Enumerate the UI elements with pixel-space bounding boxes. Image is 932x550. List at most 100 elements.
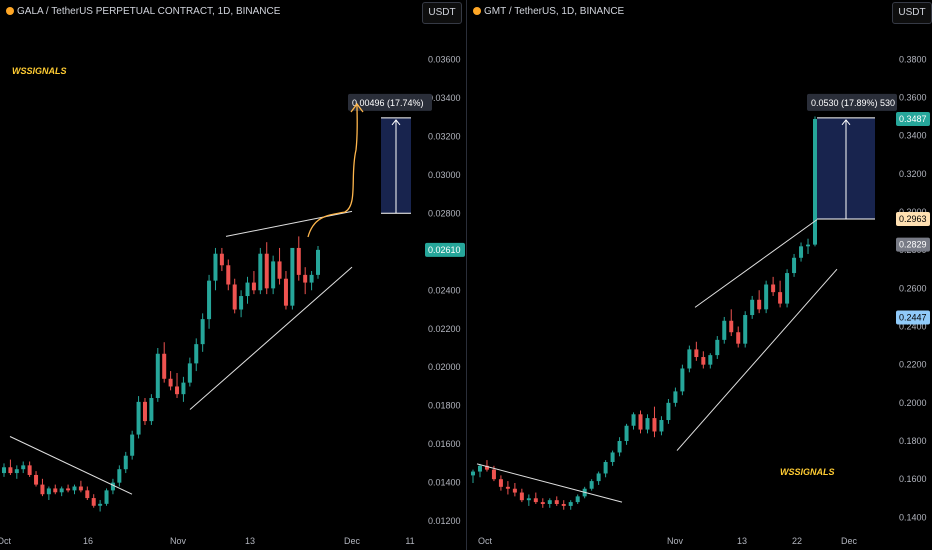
currency-button[interactable]: USDT: [422, 2, 462, 24]
price-tag-label: 0.2963: [899, 214, 927, 224]
candle-body: [589, 481, 594, 489]
candle-body: [512, 488, 517, 493]
candle-body: [72, 486, 77, 491]
candle-body: [117, 469, 122, 483]
trend-line: [676, 268, 838, 451]
candle-body: [652, 418, 657, 432]
candle-body: [78, 486, 83, 491]
candle-body: [110, 482, 115, 491]
candle-body: [59, 488, 64, 493]
price-tag-label: 0.2829: [899, 240, 927, 250]
y-tick-label: 0.01600: [428, 439, 461, 449]
y-tick-label: 0.02000: [428, 362, 461, 372]
trend-line: [189, 266, 353, 410]
y-tick-label: 0.3800: [899, 54, 927, 64]
projection-curve: [307, 103, 358, 238]
y-tick-label: 0.2000: [899, 398, 927, 408]
candle-body: [722, 320, 727, 340]
y-tick-label: 0.03200: [428, 131, 461, 141]
candle-body: [162, 353, 167, 379]
candle-body: [187, 363, 192, 383]
candle-body: [471, 471, 475, 476]
gala-chart-panel[interactable]: 0.03600 0.03400 0.03200 0.03000 0.02800 0.026…: [0, 0, 466, 550]
candle-body: [771, 284, 776, 293]
measure-arrow-head: [391, 119, 401, 126]
candle-body: [142, 401, 147, 422]
measure-label-bg: [348, 93, 432, 111]
y-tick-label: 0.01800: [428, 401, 461, 411]
x-tick-label: Oct: [478, 536, 493, 546]
y-tick-label: 0.03600: [428, 54, 461, 64]
candle-body: [251, 282, 256, 291]
chart-title-text: GALA / TetherUS PERPETUAL CONTRACT, 1D, …: [17, 6, 281, 17]
candle-body: [14, 469, 19, 474]
price-tag: [896, 237, 930, 252]
candle-body: [505, 486, 510, 489]
gmt-chart-canvas[interactable]: 0.38000.36000.34000.32000.30000.28000.26…: [467, 0, 932, 550]
candle-body: [477, 465, 482, 472]
candle-body: [277, 261, 282, 279]
y-tick-label: 0.3200: [899, 169, 927, 179]
candle-body: [91, 498, 96, 506]
candle-body: [547, 500, 552, 505]
x-tick-label: Dec: [841, 536, 858, 546]
candle-body: [736, 332, 741, 344]
price-tag: [896, 212, 930, 227]
y-tick-label: 0.02800: [428, 208, 461, 218]
candle-body: [155, 353, 160, 399]
gala-chart-canvas[interactable]: 0.03600 0.03400 0.03200 0.03000 0.02800 0.026…: [0, 0, 466, 550]
chart-title: GALA / TetherUS PERPETUAL CONTRACT, 1D, …: [6, 6, 280, 17]
candle-body: [484, 465, 489, 470]
candle-body: [232, 284, 237, 310]
price-tag: [896, 112, 930, 127]
candle-body: [53, 488, 58, 493]
trend-line: [694, 219, 818, 308]
measure-label: 0.0530 (17.89%) 530: [811, 98, 895, 108]
currency-button[interactable]: USDT: [892, 2, 932, 24]
price-tag: [425, 242, 465, 257]
candle-body: [316, 249, 320, 275]
trend-line: [225, 210, 353, 237]
candle-body: [799, 246, 804, 258]
candle-body: [715, 339, 720, 356]
candle-body: [519, 492, 524, 501]
gmt-chart-panel[interactable]: 0.38000.36000.34000.32000.30000.28000.26…: [467, 0, 932, 550]
candle-body: [645, 418, 650, 430]
candle-body: [40, 484, 45, 495]
candle-body: [309, 274, 314, 283]
x-tick-label: 11: [405, 536, 414, 546]
candle-body: [98, 503, 103, 506]
candle-body: [85, 490, 90, 499]
y-tick-label: 0.2600: [899, 283, 927, 293]
x-tick-label: Dec: [344, 536, 361, 546]
x-tick-label: 16: [83, 536, 93, 546]
chart-title: GMT / TetherUS, 1D, BINANCE: [473, 6, 624, 17]
candle-body: [729, 320, 734, 333]
price-tag-label: 0.2447: [899, 313, 927, 323]
candle-body: [136, 401, 141, 435]
candle-body: [701, 357, 706, 365]
x-tick-label: 13: [737, 536, 747, 546]
y-tick-label: 0.3400: [899, 131, 927, 141]
candle-body: [631, 414, 636, 426]
candle-body: [785, 273, 790, 304]
symbol-dot-icon: [6, 7, 14, 16]
candle-body: [498, 479, 503, 487]
measure-arrow-head: [841, 119, 851, 126]
measure-label-bg: [807, 93, 897, 111]
x-tick-label: Nov: [667, 536, 684, 546]
measure-label: 0.00496 (17.74%): [352, 98, 424, 108]
y-tick-label: 0.3000: [899, 207, 927, 217]
candle-body: [130, 434, 135, 456]
candle-body: [296, 247, 301, 275]
candle-body: [27, 465, 32, 475]
candle-body: [617, 441, 622, 453]
symbol-dot-icon: [473, 7, 481, 16]
candle-body: [194, 344, 199, 364]
candle-body: [258, 253, 263, 291]
x-tick-label: Oct: [0, 536, 11, 546]
candle-body: [8, 467, 13, 474]
candle-body: [764, 284, 769, 310]
candle-body: [207, 280, 212, 320]
y-tick-label: 0.03400: [428, 93, 461, 103]
